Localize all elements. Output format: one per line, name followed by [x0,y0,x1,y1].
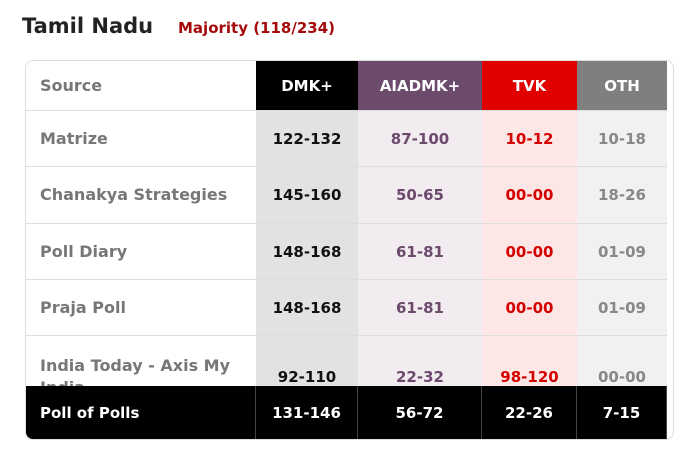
column-header: AIADMK+ [358,61,482,111]
cell: 61-81 [358,224,482,280]
footer-cell: 22-26 [482,386,577,439]
row-source: Chanakya Strategies [26,167,256,224]
column-header: Source [26,61,256,111]
cell: 10-18 [577,111,667,167]
cell: 00-00 [482,280,577,336]
cell: 145-160 [256,167,358,224]
column-header: OTH [577,61,667,111]
footer-cell: 7-15 [577,386,667,439]
footer-label: Poll of Polls [26,386,256,439]
column-header: DMK+ [256,61,358,111]
majority: Majority (118/234) [178,19,336,37]
cell: 00-00 [482,224,577,280]
cell: 148-168 [256,280,358,336]
cell: 01-09 [577,224,667,280]
cell: 61-81 [358,280,482,336]
row-source: Praja Poll [26,280,256,336]
cell: 50-65 [358,167,482,224]
cell: 122-132 [256,111,358,167]
column-header: TVK [482,61,577,111]
title: Tamil Nadu [22,14,154,38]
row-source: Matrize [26,111,256,167]
cell: 87-100 [358,111,482,167]
cell: 00-00 [482,167,577,224]
cell: 10-12 [482,111,577,167]
cell: 18-26 [577,167,667,224]
footer-cell: 131-146 [256,386,358,439]
row-source: Poll Diary [26,224,256,280]
footer-cell: 56-72 [358,386,482,439]
table: Source DMK+ AIADMK+ TVK OTH Matrize 122-132 87-… [25,60,674,440]
cell: 148-168 [256,224,358,280]
cell: 01-09 [577,280,667,336]
